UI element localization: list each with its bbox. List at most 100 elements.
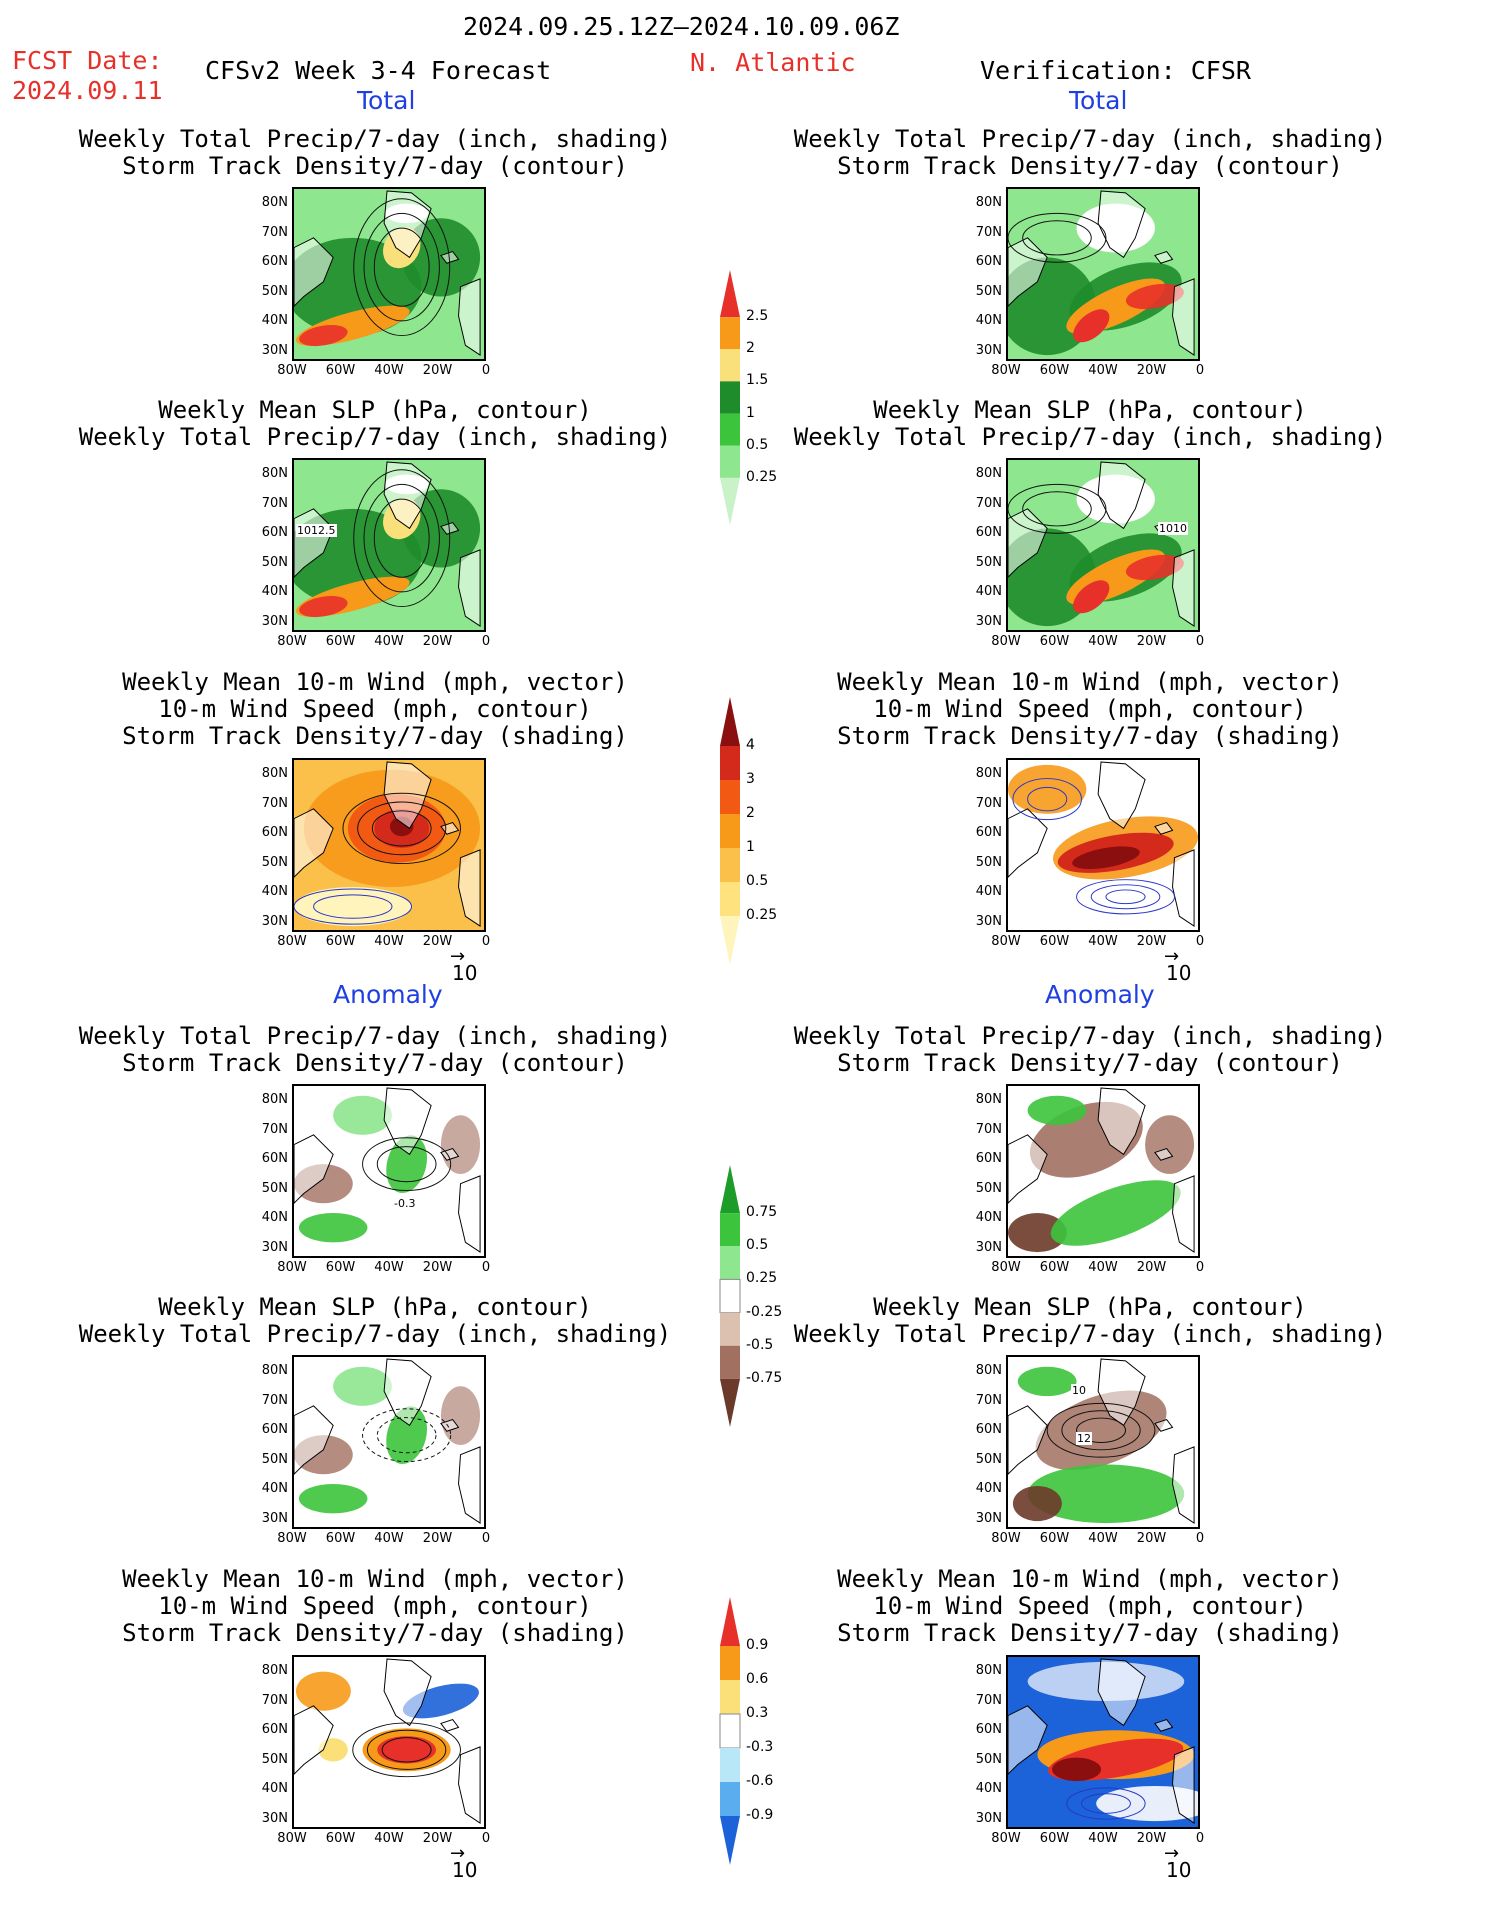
map-panel: [1006, 758, 1200, 932]
colorbar-segment: [720, 381, 740, 414]
lon-tick-label: 80W: [277, 1831, 307, 1846]
lon-tick-label: 20W: [422, 1831, 453, 1846]
lon-tick-label: 60W: [325, 934, 356, 949]
storm-anomaly-colorbar: [719, 1597, 741, 1865]
coastline: [1154, 1718, 1174, 1732]
map-plot: [1008, 1357, 1198, 1527]
coastline: [440, 1418, 460, 1432]
contour-line: [357, 801, 447, 856]
lon-tick-label: 20W: [1136, 634, 1167, 649]
lon-tick-label: 40W: [1088, 363, 1118, 378]
contour-line: [376, 1146, 437, 1183]
vector-reference-label: 10: [452, 1858, 478, 1882]
colorbar-segment: [720, 1597, 740, 1646]
lat-tick-label: 60N: [261, 1722, 288, 1737]
map-panel: [292, 187, 486, 361]
lat-tick-label: 30N: [975, 1510, 1002, 1526]
contour-line: [381, 1737, 432, 1763]
colorbar-segment: [720, 1646, 740, 1680]
coastline: [1154, 1147, 1174, 1161]
region-title: N. Atlantic: [690, 48, 856, 77]
contour-line: [362, 1137, 452, 1192]
map-panel: [1006, 1084, 1200, 1258]
map-plot: [294, 1357, 484, 1527]
coastline: [294, 808, 334, 878]
lat-tick-label: 50N: [261, 854, 288, 870]
lon-tick-label: 20W: [422, 1531, 453, 1546]
colorbar-segment: [720, 882, 740, 916]
colorbar-segment: [720, 445, 740, 478]
lon-tick-label: 60W: [1039, 634, 1070, 649]
colorbar-segment: [719, 1278, 741, 1314]
shading-region: [1145, 1115, 1195, 1174]
lon-tick-label: 80W: [991, 934, 1021, 949]
colorbar-label: 0.25: [746, 1270, 778, 1287]
contour-label: 12: [1076, 1432, 1092, 1445]
colorbar-label: -0.3: [746, 1739, 774, 1755]
coastline: [383, 461, 432, 530]
lon-tick-label: 80W: [991, 363, 1021, 378]
colorbar-segment: [720, 1680, 740, 1714]
coastline: [383, 761, 432, 830]
lon-tick-label: 60W: [325, 1531, 356, 1546]
colorbar-label: 1: [746, 839, 755, 855]
lon-tick-label: 20W: [1136, 1831, 1167, 1846]
lon-tick-label: 0: [1195, 1531, 1205, 1546]
contour-line: [1012, 778, 1082, 821]
vector-arrow-icon: →: [450, 1843, 466, 1864]
precip-total-colorbar: [720, 270, 740, 525]
contour-line: [1066, 1787, 1146, 1820]
shading-region: [1073, 580, 1110, 614]
colorbar-segment: [720, 477, 740, 525]
panel-title: Weekly Mean 10-m Wind (mph, vector): [122, 1565, 628, 1593]
lat-tick-label: 50N: [261, 554, 288, 570]
contour-line: [353, 469, 451, 608]
panel-title: Weekly Total Precip/7-day (inch, shading…: [793, 125, 1387, 153]
lon-tick-label: 0: [481, 1531, 491, 1546]
map-panel: [292, 458, 486, 632]
lat-tick-label: 80N: [261, 1663, 288, 1678]
vector-arrow-icon: →: [1164, 946, 1180, 967]
shading-region: [1096, 1785, 1198, 1822]
lon-tick-label: 40W: [1088, 634, 1118, 649]
shading-region: [1008, 764, 1087, 814]
coastline: [1097, 761, 1146, 830]
lon-tick-label: 20W: [422, 1260, 453, 1275]
colorbar-segment: [720, 1213, 740, 1247]
coastline: [383, 1358, 432, 1427]
fcst-date-label: FCST Date:: [12, 46, 163, 75]
vector-reference-label: 10: [452, 961, 478, 985]
lat-tick-label: 60N: [975, 254, 1002, 269]
contour-line: [1080, 1793, 1131, 1814]
panel-title: Weekly Mean SLP (hPa, contour): [873, 396, 1307, 424]
lat-tick-label: 30N: [261, 613, 288, 629]
lat-tick-label: 80N: [975, 1663, 1002, 1678]
coastline: [1172, 549, 1195, 628]
colorbar-segment: [720, 1165, 740, 1214]
coastline: [383, 1087, 432, 1156]
lat-tick-label: 30N: [975, 1239, 1002, 1255]
coastline: [1172, 1446, 1195, 1525]
anomaly-label-left: Anomaly: [333, 980, 443, 1009]
lon-tick-label: 40W: [1088, 934, 1118, 949]
coastline: [383, 190, 432, 259]
lat-tick-label: 60N: [261, 825, 288, 840]
panel-title: Weekly Mean SLP (hPa, contour): [873, 1293, 1307, 1321]
lon-tick-label: 60W: [1039, 1260, 1070, 1275]
colorbar-segment: [720, 1378, 740, 1427]
lon-tick-label: 0: [481, 934, 491, 949]
colorbar-label: 0.6: [746, 1671, 769, 1687]
vector-reference-label: 10: [1166, 961, 1192, 985]
lon-tick-label: 80W: [991, 1831, 1021, 1846]
panel-title: Storm Track Density/7-day (shading): [837, 722, 1343, 750]
lon-tick-label: 20W: [1136, 1260, 1167, 1275]
lon-tick-label: 60W: [1039, 363, 1070, 378]
lat-tick-label: 70N: [975, 795, 1002, 811]
panel-title: Weekly Total Precip/7-day (inch, shading…: [793, 1320, 1387, 1348]
anomaly-label-right: Anomaly: [1045, 980, 1155, 1009]
shading-region: [1008, 1213, 1067, 1253]
colorbar-label: 2: [746, 340, 755, 357]
shading-region: [299, 596, 348, 618]
lat-tick-label: 80N: [261, 195, 288, 210]
lon-tick-label: 20W: [1136, 1531, 1167, 1546]
